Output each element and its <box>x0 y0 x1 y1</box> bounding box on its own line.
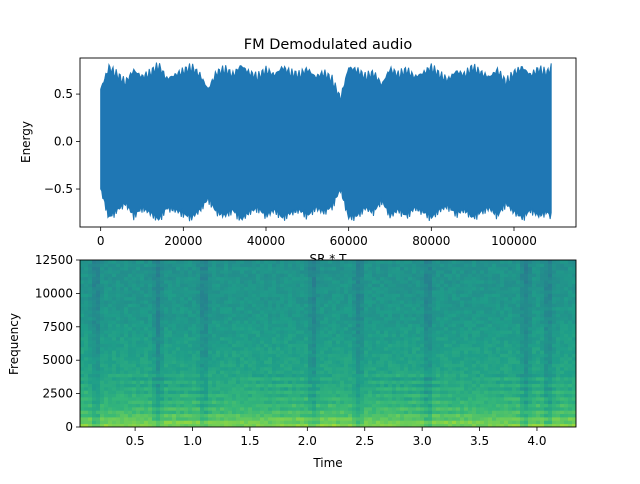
waveform-x-tick-label: 60000 <box>330 234 368 248</box>
waveform-x-tick-label: 80000 <box>412 234 450 248</box>
spectrogram-x-tick-label: 2.0 <box>298 434 317 448</box>
waveform-y-tick-label: 0.0 <box>54 135 73 149</box>
spectrogram-x-ticks: 0.5 1.0 1.5 2.0 2.5 3.0 3.5 4.0 <box>126 427 547 448</box>
waveform-x-tick-label: 100000 <box>491 234 537 248</box>
spectrogram-heatmap <box>80 260 576 427</box>
waveform-y-tick-label: −0.5 <box>44 182 73 196</box>
waveform-x-ticks: 0 20000 40000 60000 80000 100000 <box>97 227 537 248</box>
waveform-title: FM Demodulated audio <box>244 37 413 53</box>
spectrogram-y-tick-label: 12500 <box>35 253 73 267</box>
waveform-series <box>101 63 552 222</box>
spectrogram-x-tick-label: 1.0 <box>183 434 202 448</box>
spectrogram-y-ticks: 0 2500 5000 7500 10000 12500 <box>35 253 80 434</box>
waveform-x-tick-label: 40000 <box>247 234 285 248</box>
waveform-y-ticks: 0.5 0.0 −0.5 <box>44 87 80 196</box>
spectrogram-y-tick-label: 0 <box>65 420 73 434</box>
waveform-envelope <box>101 63 552 222</box>
spectrogram-y-tick-label: 5000 <box>42 353 73 367</box>
waveform-x-tick-label: 0 <box>97 234 105 248</box>
waveform-y-tick-label: 0.5 <box>54 87 73 101</box>
spectrogram-y-label: Frequency <box>7 313 21 375</box>
spectrogram-x-tick-label: 3.5 <box>470 434 489 448</box>
spectrogram-y-tick-label: 7500 <box>42 320 73 334</box>
spectrogram-x-tick-label: 4.0 <box>527 434 546 448</box>
waveform-x-tick-label: 20000 <box>164 234 202 248</box>
spectrogram-x-tick-label: 0.5 <box>126 434 145 448</box>
spectrogram-y-tick-label: 10000 <box>35 286 73 300</box>
spectrogram-x-tick-label: 2.5 <box>355 434 374 448</box>
spectrogram-y-tick-label: 2500 <box>42 387 73 401</box>
waveform-y-label: Energy <box>19 121 33 163</box>
spectrogram-x-tick-label: 1.5 <box>240 434 259 448</box>
spectrogram-x-label: Time <box>312 456 342 470</box>
spectrogram-x-tick-label: 3.0 <box>413 434 432 448</box>
